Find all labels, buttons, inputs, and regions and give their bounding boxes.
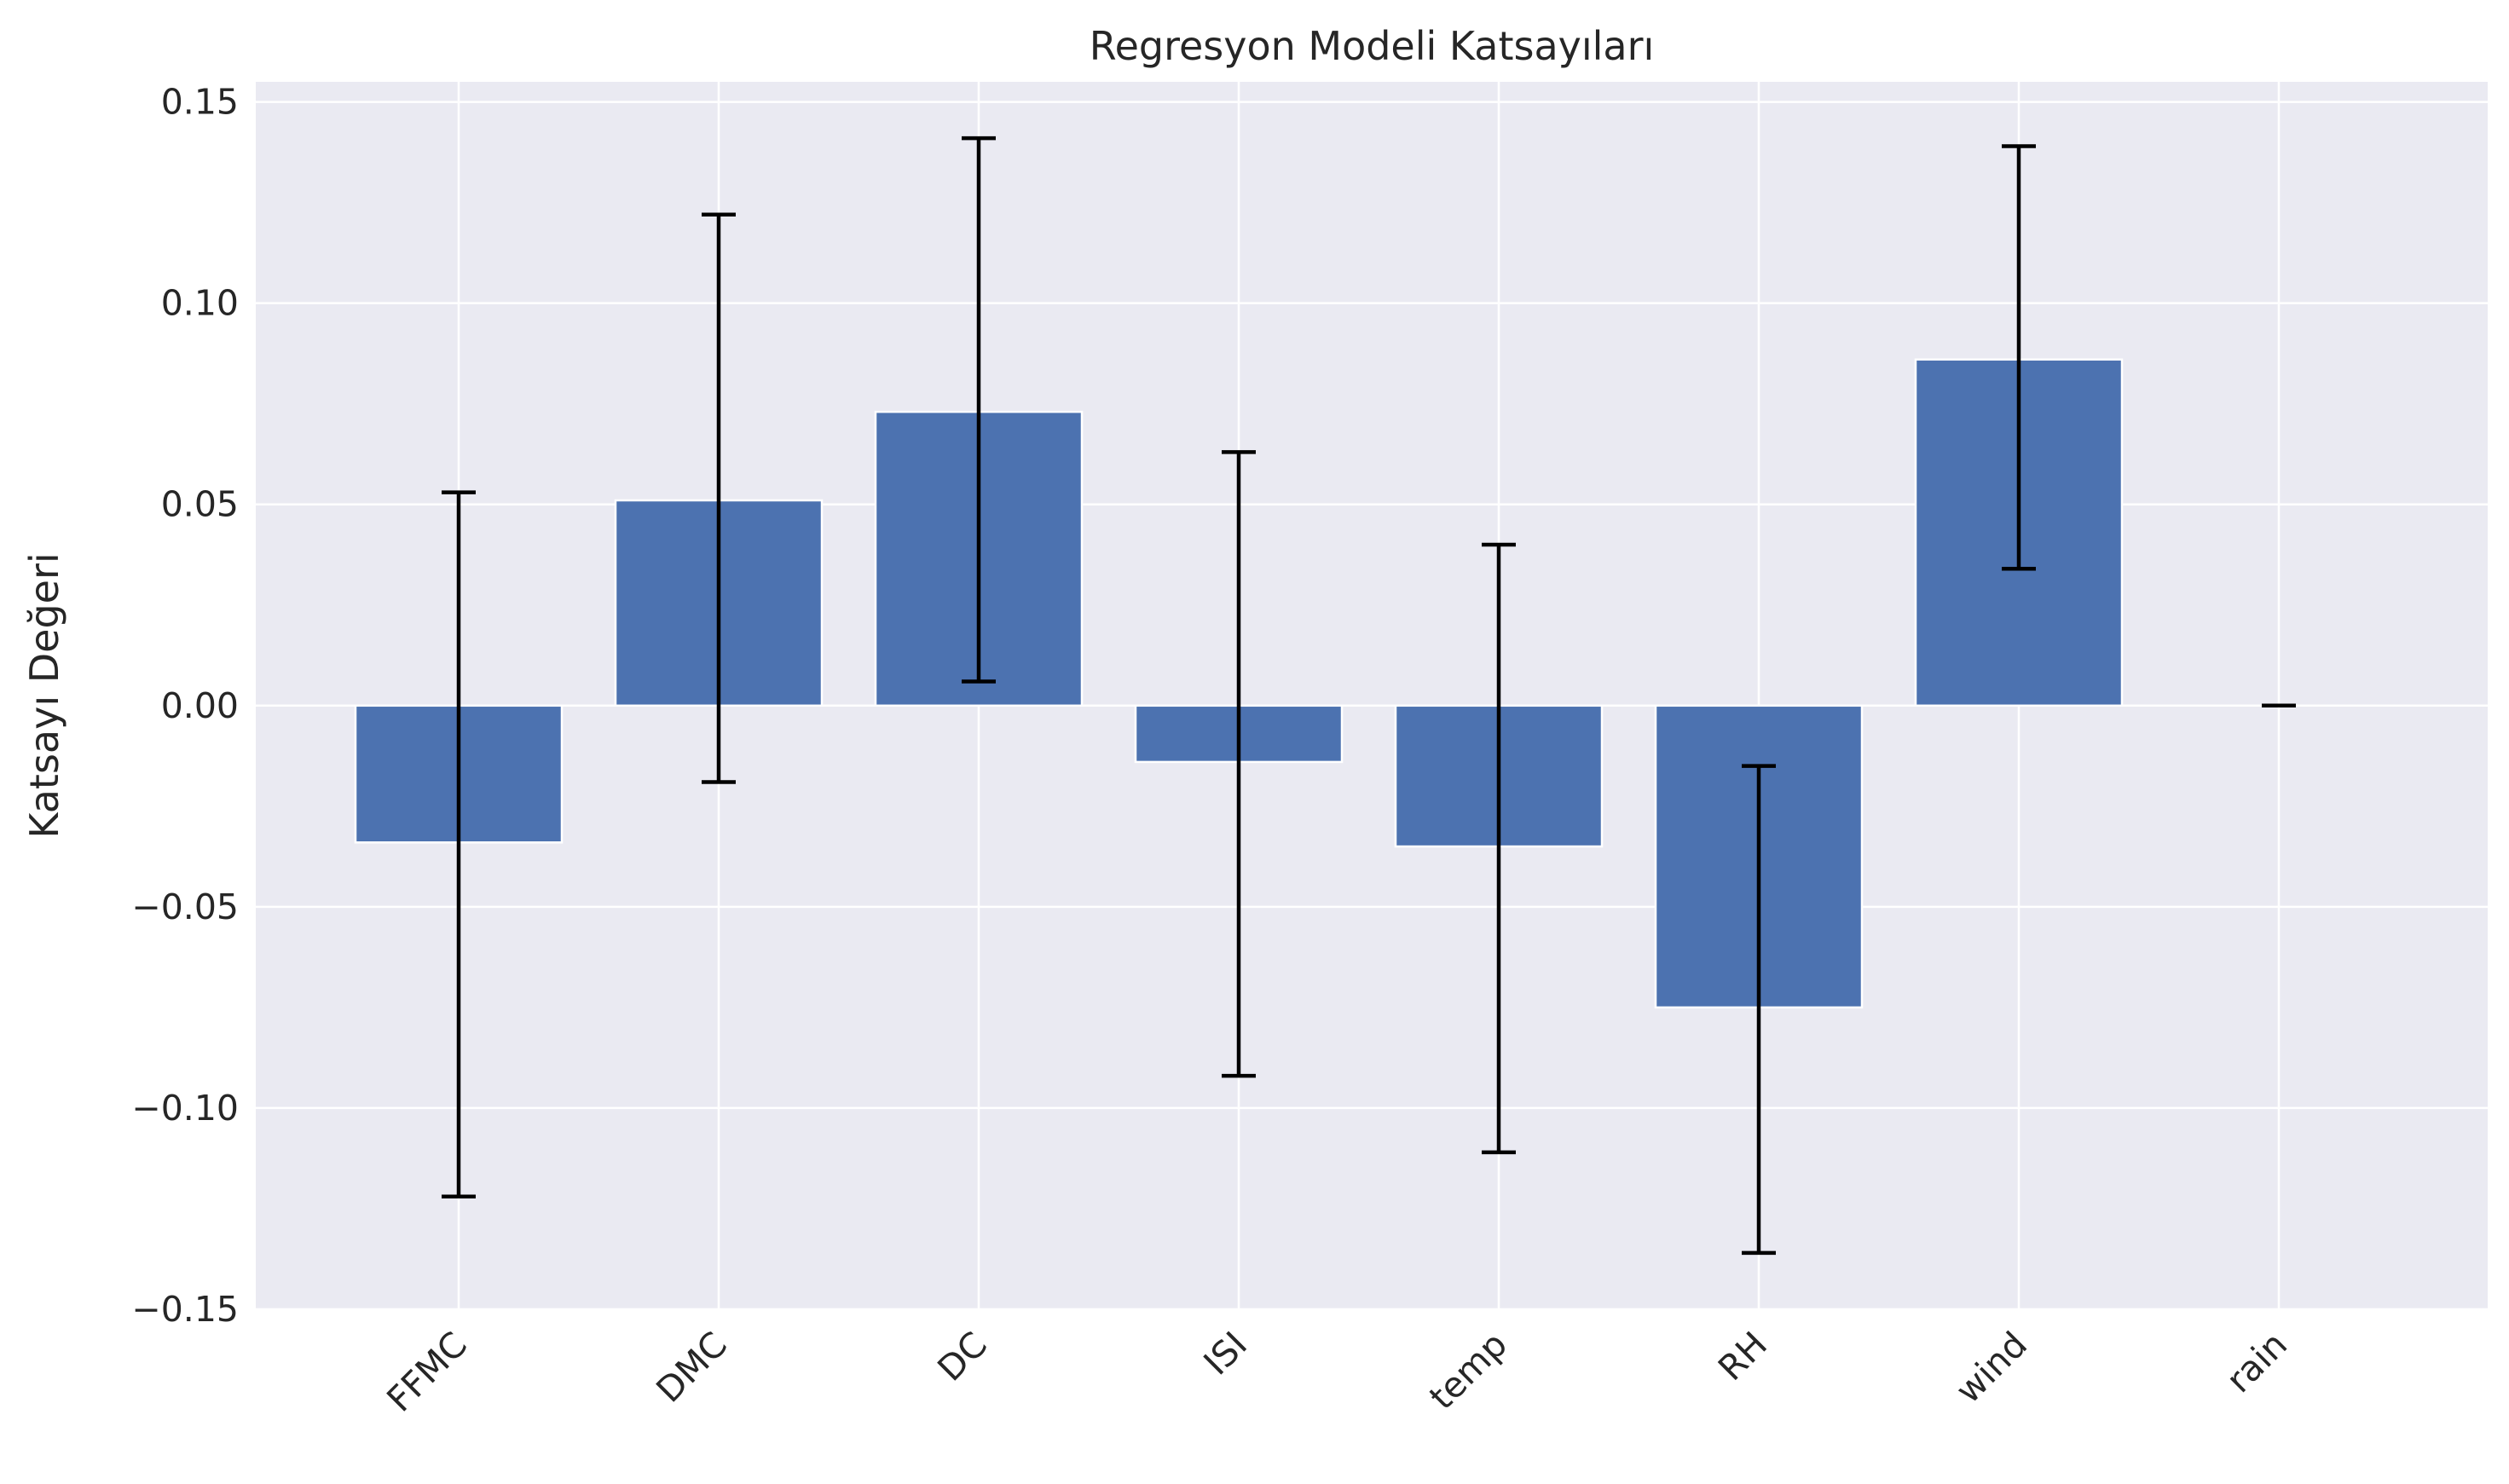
y-tick-label: 0.15: [161, 82, 239, 123]
x-tick-label: RH: [1710, 1324, 1775, 1389]
x-tick-label: FFMC: [379, 1324, 476, 1420]
y-tick-label: 0.05: [161, 484, 239, 525]
x-tick-label: temp: [1421, 1324, 1515, 1418]
x-tick-label: rain: [2218, 1324, 2295, 1400]
y-tick-label: 0.00: [161, 685, 239, 726]
plot-background: [256, 82, 2488, 1309]
y-tick-labels: −0.15 −0.10 −0.05 0.00 0.05 0.10 0.15: [131, 82, 239, 1330]
chart-title: Regresyon Modeli Katsayıları: [1090, 23, 1655, 69]
x-tick-label: ISI: [1196, 1324, 1255, 1383]
x-tick-label: wind: [1948, 1324, 2035, 1411]
x-tick-label: DC: [930, 1324, 996, 1389]
y-tick-label: 0.10: [161, 283, 239, 324]
y-tick-label: −0.10: [131, 1088, 239, 1129]
x-tick-label: DMC: [649, 1324, 736, 1411]
y-axis-label: Katsayı Değeri: [21, 552, 67, 838]
y-tick-label: −0.05: [131, 886, 239, 927]
y-tick-label: −0.15: [131, 1289, 239, 1330]
x-tick-labels: FFMC DMC DC ISI temp RH wind rain: [379, 1324, 2296, 1420]
